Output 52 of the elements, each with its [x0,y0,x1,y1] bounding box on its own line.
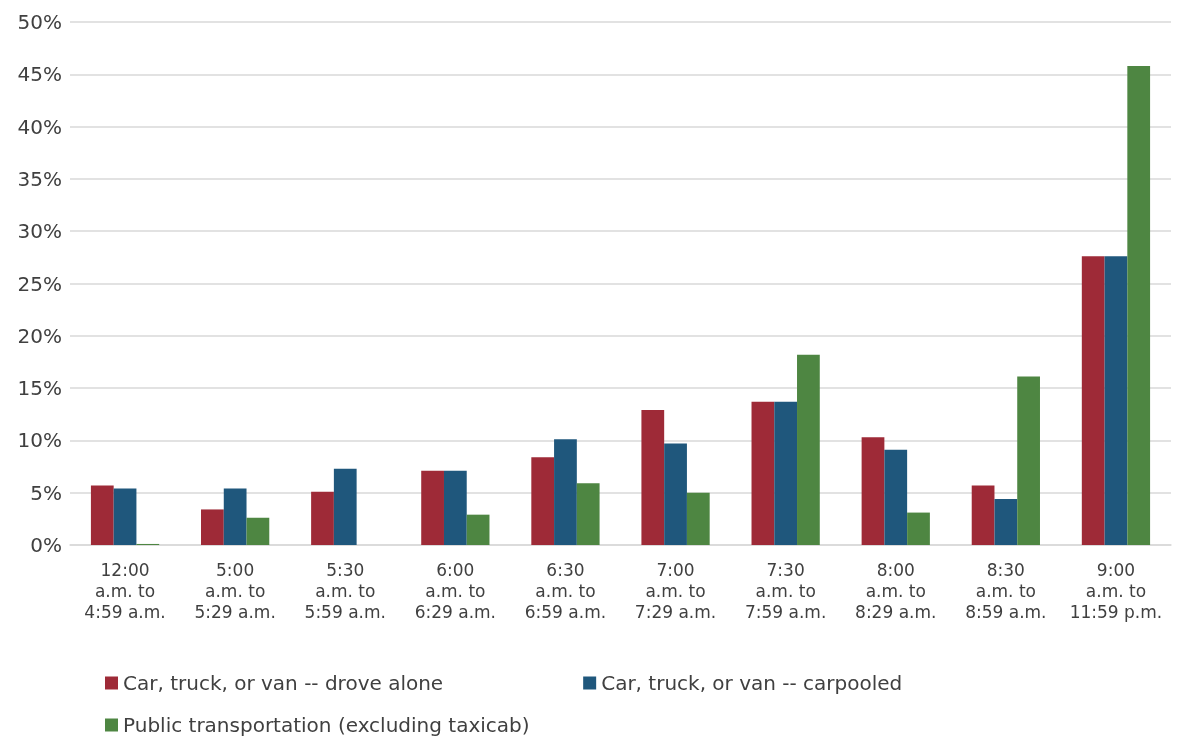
bar [201,509,224,545]
y-tick-label: 35% [17,166,62,191]
legend-label: Car, truck, or van -- drove alone [123,671,444,695]
bar [90,485,114,545]
bar [531,457,555,545]
y-tick-label: 50% [17,10,62,34]
y-tick-label: 5% [30,480,62,505]
y-tick-label: 20% [17,323,62,348]
legend-label: Car, truck, or van -- carpooled [601,671,903,695]
bar [554,439,577,545]
bar [884,449,908,545]
bar [421,470,444,545]
bar [686,492,710,545]
bar [1017,376,1040,545]
bar [113,488,137,545]
bar [1104,256,1128,545]
x-tick-label: 9:00 a.m. to 11:59 p.m. [1069,559,1163,622]
bar [311,491,334,545]
bar [861,437,885,545]
bar [994,498,1018,545]
y-tick-label: 15% [17,376,62,401]
y-tick-label: 10% [17,428,62,453]
legend-label: Public transportation (excluding taxicab) [123,713,530,737]
bar [751,401,775,545]
x-tick-label: 12:00 a.m. to 4:59 a.m. [84,559,166,622]
x-tick-label: 5:30 a.m. to 5:59 a.m. [304,559,386,622]
y-tick-label: 40% [17,114,62,139]
bar [971,485,995,545]
x-tick-label: 6:30 a.m. to 6:59 a.m. [524,559,607,622]
bar [774,401,798,545]
bar [246,517,270,545]
bar [333,468,357,545]
x-tick-label: 6:00 a.m. to 6:29 a.m. [414,559,497,622]
bar [443,470,467,545]
bar [797,354,820,545]
bar [223,488,247,545]
y-tick-label: 0% [30,533,62,557]
bar [576,483,600,545]
bar [1081,256,1105,545]
bar [664,443,687,545]
bar [907,512,930,545]
x-tick-label: 7:00 a.m. to 7:29 a.m. [634,559,717,622]
bar [1127,65,1151,545]
y-tick-label: 25% [17,271,62,296]
x-tick-label: 8:00 a.m. to 8:29 a.m. [855,559,937,622]
x-tick-label: 7:30 a.m. to 7:59 a.m. [744,559,827,622]
y-tick-label: 30% [17,219,62,244]
x-tick-label: 8:30 a.m. to 8:59 a.m. [965,559,1047,622]
x-tick-label: 5:00 a.m. to 5:29 a.m. [194,559,276,622]
y-tick-label: 45% [17,62,62,87]
bar [466,514,490,545]
bar [641,410,665,545]
